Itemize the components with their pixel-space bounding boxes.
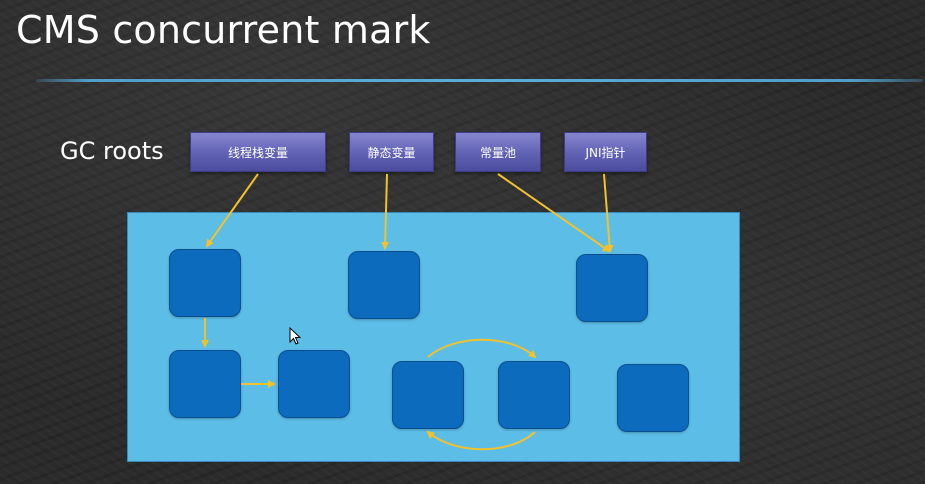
gc-roots-label: GC roots: [60, 137, 164, 165]
root-static-variables: 静态变量: [349, 132, 434, 172]
heap-object-6: [392, 361, 464, 429]
heap-object-8: [617, 364, 689, 432]
heap-object-4: [169, 350, 241, 418]
heap-object-1: [169, 249, 241, 317]
mouse-pointer-icon: [289, 327, 301, 345]
arrow-thread-stack-to-object: [205, 173, 259, 248]
heap-object-2: [348, 251, 420, 319]
heap-object-5: [278, 350, 350, 418]
arrow-cycle-bottom: [426, 430, 536, 451]
title-underline: [36, 79, 923, 82]
heap-object-7: [498, 361, 570, 429]
arrow-cycle-top: [427, 338, 537, 359]
root-thread-stack-variables: 线程栈变量: [190, 132, 326, 172]
arrow-jni-to-object: [603, 173, 614, 253]
heap-object-3: [576, 254, 648, 322]
arrow-static-to-object: [381, 173, 390, 250]
root-constant-pool: 常量池: [455, 132, 541, 172]
heap-area: [127, 212, 740, 462]
arrow-constant-pool-to-object: [497, 173, 611, 253]
slide-title: CMS concurrent mark: [16, 8, 431, 52]
root-jni-pointers: JNI指针: [564, 132, 647, 172]
